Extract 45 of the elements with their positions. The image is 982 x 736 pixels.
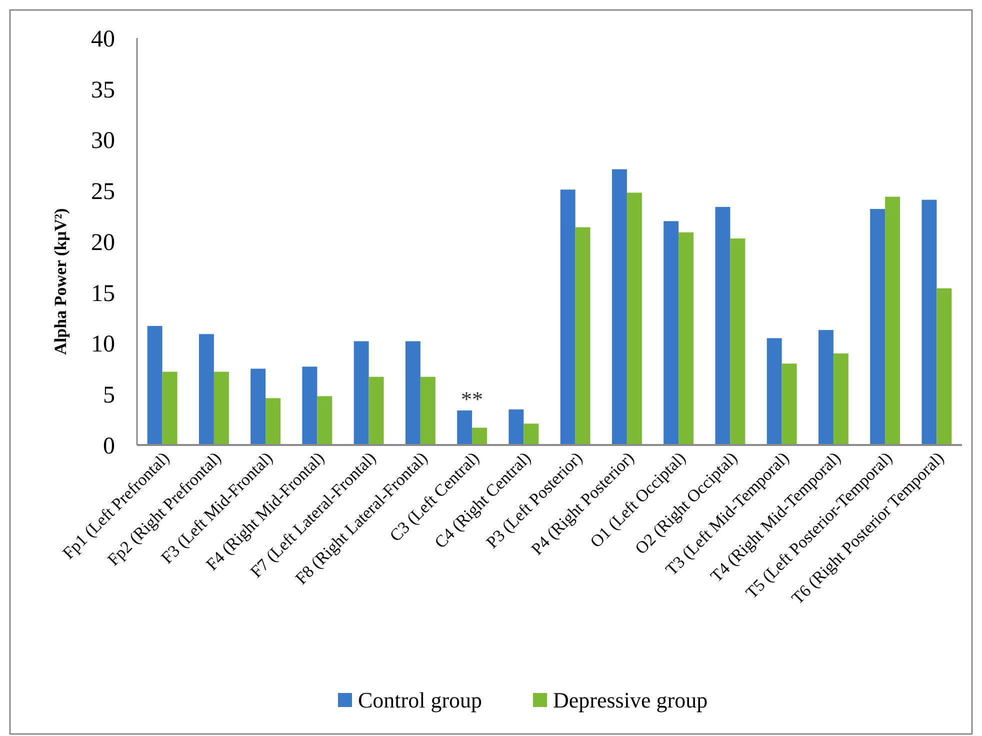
bar (162, 372, 178, 445)
bar (317, 396, 332, 445)
bar (420, 376, 436, 445)
legend-label: Depressive group (553, 688, 708, 713)
y-tick-label: 25 (91, 179, 115, 206)
annotation: ** (461, 386, 484, 412)
bar (266, 398, 281, 445)
bar (147, 326, 162, 445)
bar (612, 169, 627, 445)
y-tick-label: 10 (91, 332, 115, 358)
bar (818, 330, 834, 445)
bar (457, 410, 472, 445)
bar (302, 366, 318, 445)
bar (214, 372, 229, 445)
bar (508, 409, 524, 445)
y-tick-label: 35 (91, 77, 115, 104)
bar (782, 364, 797, 445)
bar (678, 232, 694, 445)
bar (250, 368, 266, 445)
bar (664, 221, 679, 445)
y-axis-title: Alpha Power (kμV²) (51, 208, 70, 355)
bar (936, 288, 952, 445)
bar (833, 353, 848, 445)
bar (472, 428, 488, 445)
bar (575, 227, 590, 445)
bar (715, 206, 730, 445)
bar (870, 208, 886, 445)
bar (922, 200, 937, 445)
bar (766, 338, 782, 445)
y-tick-label: 20 (91, 230, 115, 256)
y-tick-label: 5 (103, 382, 115, 409)
bar (560, 190, 576, 445)
bar (885, 196, 900, 445)
y-tick-label: 30 (91, 128, 115, 154)
bar (198, 334, 214, 445)
y-tick-label: 15 (91, 280, 115, 307)
bar (354, 341, 369, 445)
y-tick-label: 0 (103, 433, 115, 460)
legend-label: Control group (358, 688, 482, 713)
bar (524, 424, 539, 445)
bar (730, 238, 746, 445)
bar (626, 192, 642, 445)
bar (405, 341, 420, 445)
bar (368, 376, 384, 445)
y-tick-label: 40 (91, 26, 115, 52)
